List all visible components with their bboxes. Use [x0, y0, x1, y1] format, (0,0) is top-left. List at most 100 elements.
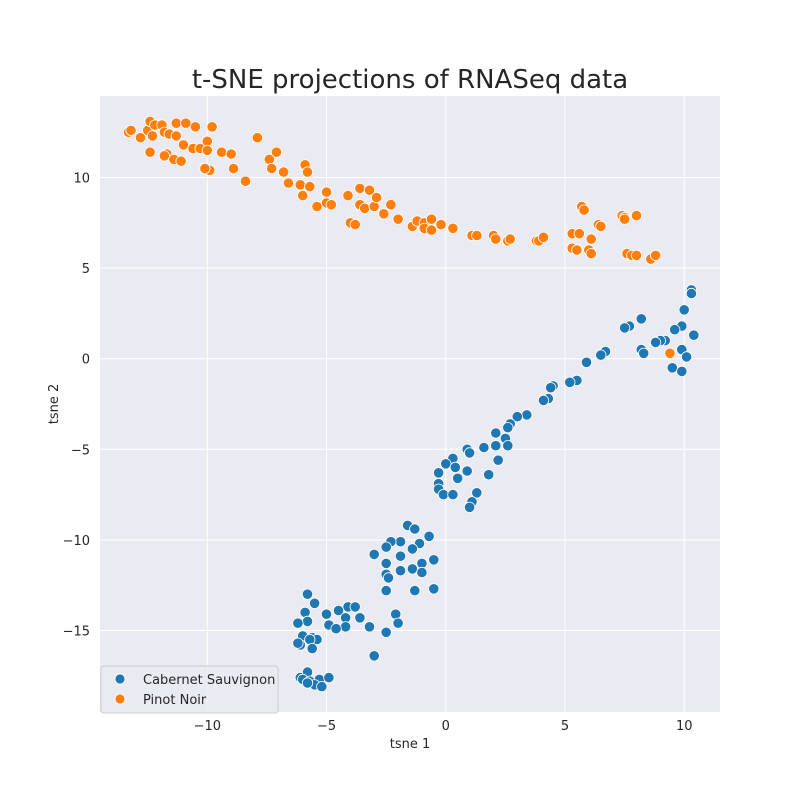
scatter-point — [199, 162, 211, 175]
scatter-point — [435, 219, 447, 231]
scatter-point — [394, 550, 407, 562]
scatter-point — [649, 336, 662, 348]
scatter-point — [125, 124, 137, 136]
scatter-point — [688, 329, 700, 341]
scatter-point — [630, 249, 643, 261]
scatter-point — [363, 621, 376, 633]
scatter-point — [669, 324, 681, 336]
scatter-point — [170, 117, 182, 129]
scatter-point — [425, 224, 438, 236]
scatter-point — [392, 617, 404, 629]
scatter-point — [585, 233, 597, 245]
scatter-point — [349, 219, 361, 231]
scatter-point — [380, 557, 392, 570]
scatter-point — [428, 583, 440, 595]
scatter-point — [330, 623, 342, 635]
scatter-point — [206, 121, 218, 133]
scatter-point — [664, 347, 676, 359]
chart-title: t-SNE projections of RNASeq data — [192, 65, 628, 95]
scatter-point — [521, 409, 533, 421]
scatter-point — [571, 244, 583, 256]
scatter-point — [463, 501, 476, 513]
scatter-point — [294, 179, 306, 191]
scatter-point — [339, 621, 352, 633]
x-tick-label: −5 — [317, 719, 336, 734]
scatter-point — [578, 204, 590, 216]
scatter-point — [320, 186, 333, 198]
scatter-point — [180, 117, 192, 129]
scatter-point — [490, 440, 502, 452]
scatter-point — [301, 677, 314, 689]
scatter-point — [423, 530, 435, 542]
scatter-point — [359, 202, 371, 214]
scatter-point — [406, 563, 418, 575]
scatter-point — [511, 411, 523, 423]
scatter-point — [170, 130, 182, 142]
scatter-point — [449, 461, 461, 473]
scatter-point — [134, 132, 147, 144]
scatter-point — [320, 608, 333, 620]
legend-box — [100, 665, 279, 714]
scatter-point — [678, 304, 690, 316]
series-pinot-noir — [123, 115, 676, 359]
scatter-point — [680, 351, 693, 363]
y-tick-label: 10 — [73, 172, 90, 187]
y-tick-label: −15 — [63, 624, 90, 639]
scatter-point — [504, 233, 516, 245]
scatter-point — [394, 536, 407, 548]
scatter-point — [425, 213, 438, 225]
scatter-point — [239, 175, 252, 187]
scatter-point — [382, 572, 395, 584]
scatter-point — [461, 465, 473, 477]
scatter-point — [349, 601, 361, 613]
scatter-point — [490, 233, 502, 245]
scatter-point — [392, 213, 404, 225]
scatter-point — [301, 588, 314, 600]
scatter-point — [282, 177, 294, 189]
x-axis-label: tsne 1 — [390, 737, 431, 752]
scatter-point — [394, 565, 407, 577]
scatter-point — [409, 584, 421, 597]
scatter-point — [311, 200, 323, 213]
scatter-point — [432, 467, 445, 479]
scatter-point — [325, 199, 337, 211]
y-axis-label: tsne 2 — [47, 384, 62, 425]
scatter-point — [618, 322, 631, 334]
scatter-point — [342, 190, 354, 202]
scatter-point — [378, 208, 390, 220]
scatter-point — [323, 671, 335, 684]
plot-area — [100, 96, 720, 712]
y-tick-label: −10 — [63, 534, 90, 549]
x-tick-label: −10 — [194, 719, 221, 734]
scatter-point — [490, 427, 502, 439]
scatter-point — [146, 130, 159, 142]
scatter-point — [537, 231, 550, 243]
scatter-point — [406, 543, 418, 555]
legend-marker-pinot — [114, 693, 126, 705]
scatter-point — [502, 421, 514, 434]
y-tick-label: −5 — [71, 443, 90, 458]
scatter-point — [463, 447, 476, 459]
scatter-point — [354, 612, 366, 624]
scatter-point — [666, 362, 678, 374]
scatter-point — [175, 155, 187, 167]
scatter-point — [301, 166, 314, 178]
legend-label-pinot: Pinot Noir — [143, 693, 207, 708]
scatter-point — [370, 191, 383, 204]
legend-marker-cabernet — [114, 673, 126, 685]
legend-label-cabernet: Cabernet Sauvignon — [143, 673, 275, 688]
scatter-point — [564, 376, 576, 388]
scatter-point — [363, 184, 376, 196]
grid-lines — [100, 96, 720, 712]
scatter-point — [452, 472, 464, 484]
scatter-point — [573, 228, 585, 240]
scatter-point — [277, 166, 290, 178]
scatter-point — [428, 554, 440, 566]
scatter-point — [483, 469, 495, 481]
data-points — [123, 115, 700, 693]
scatter-point — [595, 220, 607, 232]
y-tick-label: 0 — [82, 353, 90, 368]
scatter-point — [638, 347, 650, 359]
x-tick-label: 0 — [442, 719, 450, 734]
